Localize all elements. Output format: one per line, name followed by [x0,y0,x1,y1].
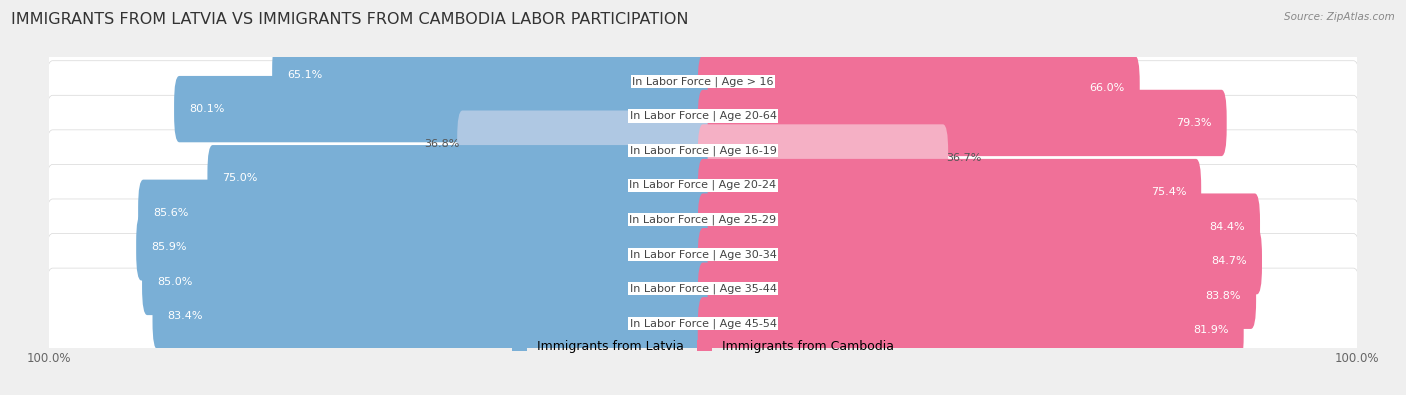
Text: 81.9%: 81.9% [1194,325,1229,335]
FancyBboxPatch shape [45,268,1361,379]
FancyBboxPatch shape [697,124,948,191]
Text: 79.3%: 79.3% [1177,118,1212,128]
Text: IMMIGRANTS FROM LATVIA VS IMMIGRANTS FROM CAMBODIA LABOR PARTICIPATION: IMMIGRANTS FROM LATVIA VS IMMIGRANTS FRO… [11,12,689,27]
FancyBboxPatch shape [457,111,709,177]
Text: In Labor Force | Age 30-34: In Labor Force | Age 30-34 [630,249,776,260]
Text: 84.7%: 84.7% [1212,256,1247,266]
FancyBboxPatch shape [45,95,1361,206]
FancyBboxPatch shape [697,297,1244,363]
FancyBboxPatch shape [45,26,1361,137]
Text: 85.6%: 85.6% [153,208,188,218]
Text: In Labor Force | Age 45-54: In Labor Force | Age 45-54 [630,318,776,329]
Text: In Labor Force | Age 20-24: In Labor Force | Age 20-24 [630,180,776,190]
FancyBboxPatch shape [136,214,709,280]
FancyBboxPatch shape [697,228,1263,294]
FancyBboxPatch shape [273,41,709,108]
Text: In Labor Force | Age 16-19: In Labor Force | Age 16-19 [630,145,776,156]
Text: In Labor Force | Age 25-29: In Labor Force | Age 25-29 [630,214,776,225]
FancyBboxPatch shape [138,180,709,246]
FancyBboxPatch shape [45,130,1361,241]
Text: In Labor Force | Age > 16: In Labor Force | Age > 16 [633,76,773,87]
Legend: Immigrants from Latvia, Immigrants from Cambodia: Immigrants from Latvia, Immigrants from … [512,340,894,353]
FancyBboxPatch shape [45,199,1361,310]
Text: In Labor Force | Age 20-64: In Labor Force | Age 20-64 [630,111,776,121]
Text: 66.0%: 66.0% [1090,83,1125,93]
FancyBboxPatch shape [142,249,709,315]
FancyBboxPatch shape [697,194,1260,260]
FancyBboxPatch shape [45,61,1361,171]
Text: Source: ZipAtlas.com: Source: ZipAtlas.com [1284,12,1395,22]
FancyBboxPatch shape [152,283,709,350]
Text: 36.8%: 36.8% [423,139,460,149]
FancyBboxPatch shape [45,233,1361,344]
Text: 75.0%: 75.0% [222,173,257,183]
Text: 80.1%: 80.1% [190,104,225,114]
Text: 83.4%: 83.4% [167,312,202,322]
Text: 85.0%: 85.0% [157,277,193,287]
FancyBboxPatch shape [697,55,1140,122]
Text: 84.4%: 84.4% [1209,222,1244,231]
FancyBboxPatch shape [697,159,1201,225]
FancyBboxPatch shape [697,263,1256,329]
FancyBboxPatch shape [697,90,1226,156]
FancyBboxPatch shape [45,164,1361,275]
FancyBboxPatch shape [174,76,709,142]
Text: 36.7%: 36.7% [946,152,981,162]
Text: In Labor Force | Age 35-44: In Labor Force | Age 35-44 [630,284,776,294]
Text: 83.8%: 83.8% [1205,291,1241,301]
Text: 75.4%: 75.4% [1150,187,1187,197]
Text: 65.1%: 65.1% [287,70,322,79]
Text: 85.9%: 85.9% [152,243,187,252]
FancyBboxPatch shape [208,145,709,211]
